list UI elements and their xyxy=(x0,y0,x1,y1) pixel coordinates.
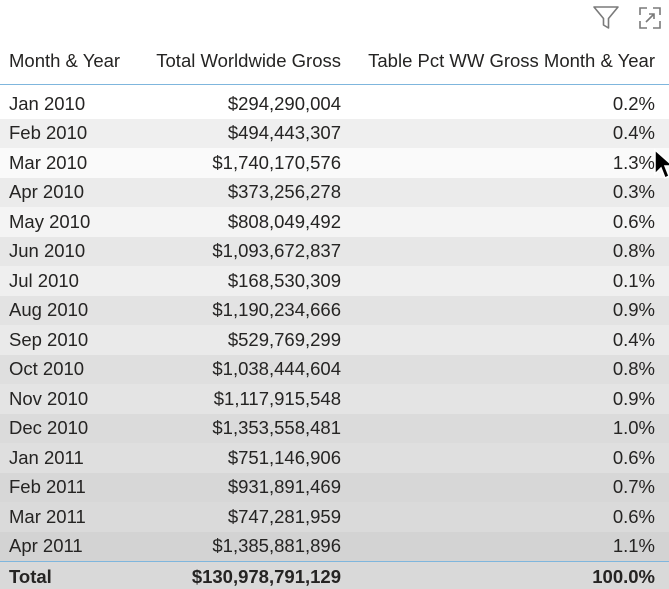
row-gross: $168,530,309 xyxy=(227,269,341,291)
table-header-row: Month & Year Total Worldwide Gross Table… xyxy=(0,38,669,85)
row-gross: $1,117,915,548 xyxy=(213,387,341,409)
table-row[interactable]: Mar 2010 $1,740,170,576 1.3% xyxy=(0,148,669,178)
column-header-month-year[interactable]: Month & Year xyxy=(0,38,138,85)
row-gross: $1,038,444,604 xyxy=(212,358,341,380)
table-row[interactable]: Jan 2010 $294,290,004 0.2% xyxy=(0,84,669,119)
table-row[interactable]: Jan 2011 $751,146,906 0.6% xyxy=(0,443,669,473)
row-month: Dec 2010 xyxy=(9,417,89,439)
row-month: Mar 2011 xyxy=(9,505,86,527)
row-gross: $747,281,959 xyxy=(227,505,341,527)
row-gross: $294,290,004 xyxy=(227,92,341,114)
row-gross: $808,049,492 xyxy=(227,210,341,232)
row-gross: $751,146,906 xyxy=(227,446,341,468)
row-month: Apr 2010 xyxy=(9,181,85,203)
row-pct: 0.4% xyxy=(612,328,655,350)
row-gross: $373,256,278 xyxy=(227,181,341,203)
row-pct: 0.1% xyxy=(612,269,655,291)
row-gross: $1,093,672,837 xyxy=(212,240,341,262)
table-row[interactable]: Feb 2010 $494,443,307 0.4% xyxy=(0,118,669,148)
row-pct: 0.4% xyxy=(612,122,655,144)
row-pct: 0.6% xyxy=(612,505,655,527)
focus-mode-icon[interactable] xyxy=(635,3,665,33)
row-gross: $1,190,234,666 xyxy=(212,299,341,321)
row-month: Feb 2010 xyxy=(9,122,88,144)
table-row[interactable]: Aug 2010 $1,190,234,666 0.9% xyxy=(0,295,669,325)
table-row[interactable]: Apr 2011 $1,385,881,896 1.1% xyxy=(0,531,669,562)
table-row[interactable]: Dec 2010 $1,353,558,481 1.0% xyxy=(0,413,669,443)
column-header-table-pct-ww-gross[interactable]: Table Pct WW Gross Month & Year xyxy=(345,38,669,85)
table-row[interactable]: Mar 2011 $747,281,959 0.6% xyxy=(0,502,669,532)
row-gross: $931,891,469 xyxy=(227,476,341,498)
row-month: Jul 2010 xyxy=(9,269,79,291)
row-pct: 0.8% xyxy=(612,358,655,380)
row-gross: $1,385,881,896 xyxy=(212,535,341,557)
row-month: Apr 2011 xyxy=(9,535,83,557)
row-pct: 1.1% xyxy=(612,535,655,557)
row-month: Mar 2010 xyxy=(9,151,88,173)
row-month: Jun 2010 xyxy=(9,240,86,262)
row-month: Oct 2010 xyxy=(9,358,85,380)
row-pct: 0.6% xyxy=(612,210,655,232)
table-body: Jan 2010 $294,290,004 0.2% Feb 2010 $494,443… xyxy=(0,84,669,562)
row-month: Nov 2010 xyxy=(9,387,89,409)
row-month: May 2010 xyxy=(9,210,91,232)
total-label: Total xyxy=(0,561,138,589)
row-pct: 0.9% xyxy=(612,299,655,321)
row-gross: $529,769,299 xyxy=(227,328,341,350)
table-row[interactable]: Sep 2010 $529,769,299 0.4% xyxy=(0,325,669,355)
total-pct: 100.0% xyxy=(345,561,669,589)
row-gross: $1,353,558,481 xyxy=(212,417,341,439)
row-month: Jan 2011 xyxy=(9,446,84,468)
row-month: Feb 2011 xyxy=(9,476,86,498)
row-month: Aug 2010 xyxy=(9,299,89,321)
table-row[interactable]: Jun 2010 $1,093,672,837 0.8% xyxy=(0,236,669,266)
row-pct: 0.3% xyxy=(612,181,655,203)
row-pct: 0.2% xyxy=(612,92,655,114)
row-pct: 0.8% xyxy=(612,240,655,262)
table-row[interactable]: May 2010 $808,049,492 0.6% xyxy=(0,207,669,237)
mouse-cursor-icon xyxy=(654,148,669,180)
row-gross: $1,740,170,576 xyxy=(212,151,341,173)
table-row[interactable]: Apr 2010 $373,256,278 0.3% xyxy=(0,177,669,207)
table-total-row: Total $130,978,791,129 100.0% xyxy=(0,561,669,589)
row-pct: 1.0% xyxy=(612,417,655,439)
row-month: Jan 2010 xyxy=(9,92,86,114)
table-row[interactable]: Oct 2010 $1,038,444,604 0.8% xyxy=(0,354,669,384)
table-row[interactable]: Nov 2010 $1,117,915,548 0.9% xyxy=(0,384,669,414)
row-pct: 0.9% xyxy=(612,387,655,409)
data-table: Month & Year Total Worldwide Gross Table… xyxy=(0,38,669,589)
row-pct: 1.3% xyxy=(612,151,655,173)
total-gross: $130,978,791,129 xyxy=(138,561,345,589)
column-header-total-worldwide-gross[interactable]: Total Worldwide Gross xyxy=(138,38,345,85)
filter-icon[interactable] xyxy=(591,3,621,33)
table-row[interactable]: Jul 2010 $168,530,309 0.1% xyxy=(0,266,669,296)
row-month: Sep 2010 xyxy=(9,328,89,350)
row-pct: 0.6% xyxy=(612,446,655,468)
row-gross: $494,443,307 xyxy=(227,122,341,144)
visual-header xyxy=(591,0,669,36)
table-row[interactable]: Feb 2011 $931,891,469 0.7% xyxy=(0,472,669,502)
row-pct: 0.7% xyxy=(612,476,655,498)
